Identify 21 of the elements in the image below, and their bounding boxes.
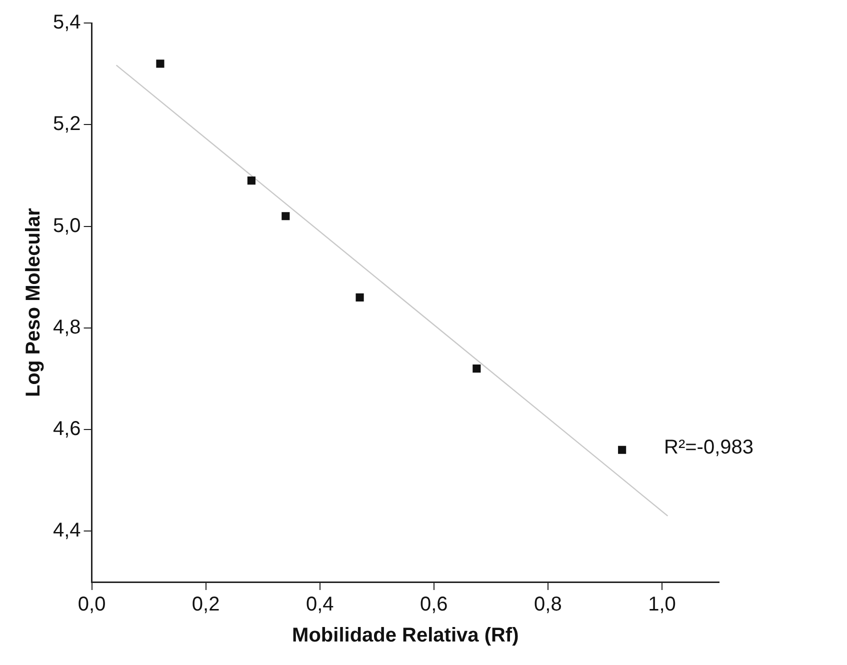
x-tick-label: 0,0 (78, 594, 106, 616)
y-tick-label: 4,8 (52, 316, 81, 338)
x-tick-label: 0,2 (192, 594, 220, 616)
x-tick-label: 0,6 (420, 594, 448, 616)
point (156, 60, 164, 68)
x-tick-label: 1,0 (648, 594, 676, 616)
point (247, 176, 256, 185)
y-tick-label: 4,4 (52, 520, 81, 542)
annotation: R²=-0,983 (664, 436, 754, 458)
x-tick-label: 0,4 (306, 594, 334, 616)
point (472, 364, 481, 373)
y-tick-label: 5,2 (52, 113, 81, 136)
y-tick-label: 5,0 (52, 214, 81, 237)
point (356, 293, 364, 302)
x-tick-label: 0,8 (534, 594, 562, 616)
y-tick-label: 4,6 (52, 418, 81, 440)
x-axis-title: Mobilidade Relativa (Rf) (292, 624, 519, 647)
y-tick-label: 5,4 (52, 12, 81, 34)
point (282, 212, 290, 220)
point (618, 446, 626, 454)
y-axis-title: Log Peso Molecular (22, 208, 45, 397)
